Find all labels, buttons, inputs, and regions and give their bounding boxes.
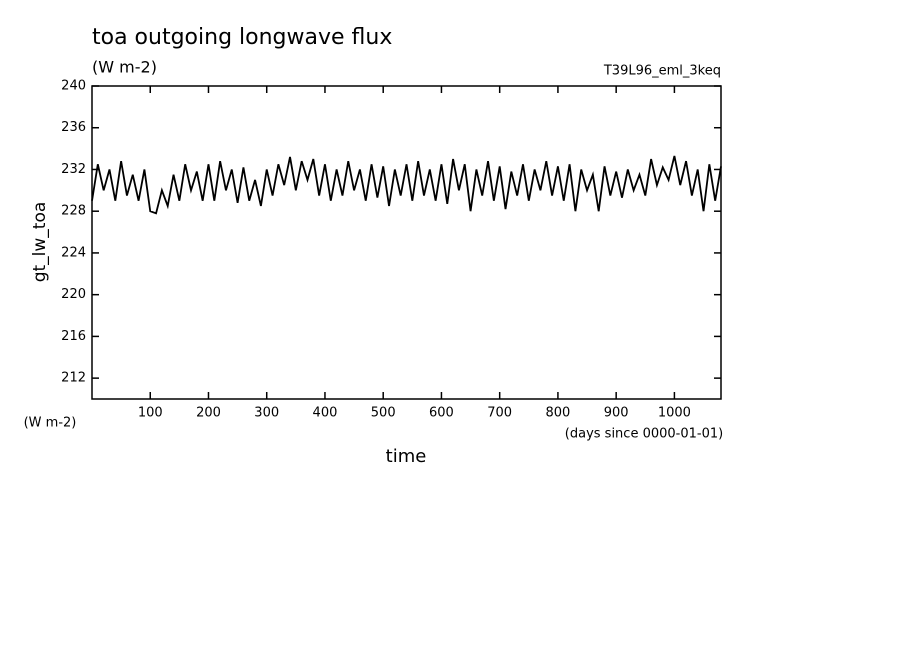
x-tick-label: 600 xyxy=(429,406,454,421)
y-tick-label: 224 xyxy=(61,245,86,260)
x-tick-label: 100 xyxy=(138,406,163,421)
y-tick-label: 228 xyxy=(61,204,86,219)
x-axis-label: time xyxy=(386,446,427,467)
chart-subtitle: (W m-2) xyxy=(92,58,157,77)
y-tick-label: 220 xyxy=(61,287,86,302)
plot-frame xyxy=(91,85,722,400)
x-tick-label: 400 xyxy=(313,406,338,421)
x-tick-label: 300 xyxy=(254,406,279,421)
annotation: T39L96_eml_3keq xyxy=(603,64,721,79)
y-units: (W m-2) xyxy=(24,416,77,431)
y-tick-label: 212 xyxy=(61,371,86,386)
y-tick-label: 240 xyxy=(61,79,86,94)
y-tick-label: 216 xyxy=(61,329,86,344)
x-tick-label: 1000 xyxy=(658,406,691,421)
y-tick-label: 236 xyxy=(61,120,86,135)
series-line xyxy=(91,155,722,215)
x-tick-label: 900 xyxy=(604,406,629,421)
x-tick-label: 700 xyxy=(487,406,512,421)
chart-title: toa outgoing longwave flux xyxy=(92,25,392,50)
x-units: (days since 0000-01-01) xyxy=(565,427,723,442)
x-tick-label: 800 xyxy=(546,406,571,421)
y-axis-label: gt_lw_toa xyxy=(30,202,50,283)
x-tick-label: 200 xyxy=(196,406,221,421)
x-tick-label: 500 xyxy=(371,406,396,421)
y-tick-label: 232 xyxy=(61,162,86,177)
